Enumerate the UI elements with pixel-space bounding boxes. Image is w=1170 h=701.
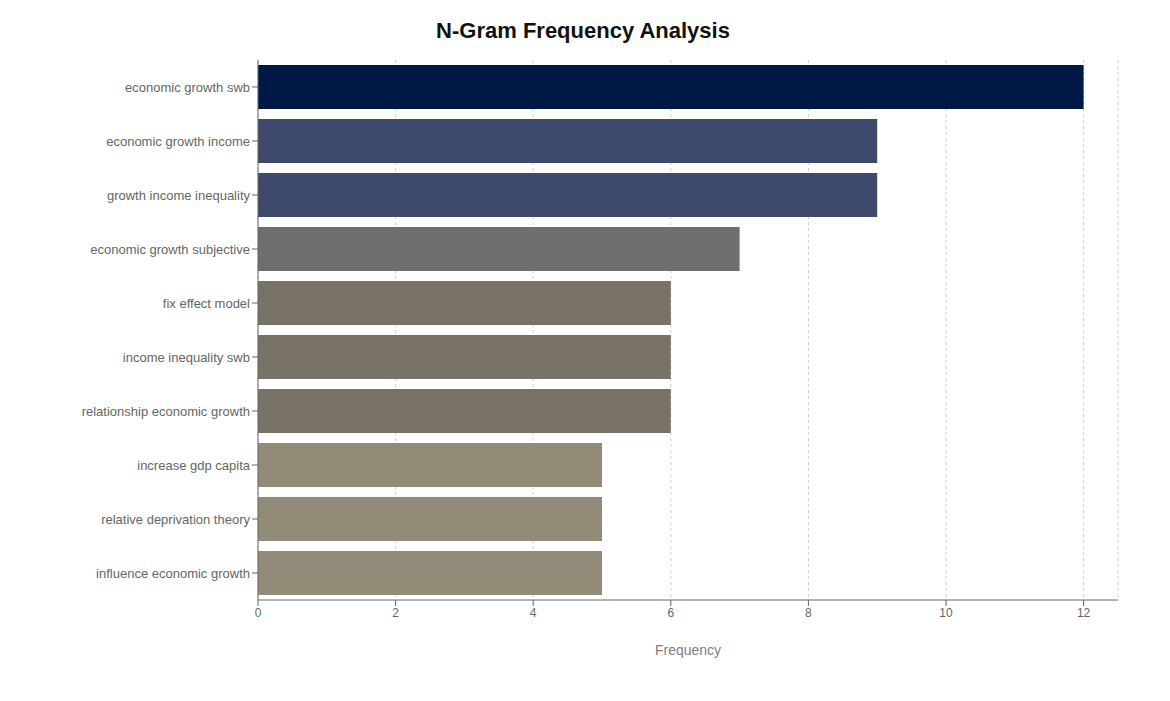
svg-text:economic growth subjective: economic growth subjective — [90, 242, 250, 257]
svg-text:relative deprivation theory: relative deprivation theory — [101, 512, 250, 527]
svg-text:growth income inequality: growth income inequality — [107, 188, 251, 203]
svg-text:influence economic growth: influence economic growth — [96, 566, 250, 581]
svg-text:income inequality swb: income inequality swb — [123, 350, 250, 365]
svg-text:2: 2 — [392, 606, 399, 620]
svg-text:relationship economic growth: relationship economic growth — [82, 404, 250, 419]
svg-text:economic growth swb: economic growth swb — [125, 80, 250, 95]
svg-text:fix effect model: fix effect model — [163, 296, 250, 311]
svg-text:Frequency: Frequency — [655, 642, 721, 658]
svg-text:4: 4 — [530, 606, 537, 620]
svg-text:increase gdp capita: increase gdp capita — [137, 458, 251, 473]
svg-text:0: 0 — [255, 606, 262, 620]
svg-text:12: 12 — [1077, 606, 1091, 620]
svg-text:8: 8 — [805, 606, 812, 620]
html-text:N-Gram Frequency Analysis: N-Gram Frequency Analysis — [436, 18, 730, 43]
svg-text:economic growth income: economic growth income — [106, 134, 250, 149]
svg-text:6: 6 — [667, 606, 674, 620]
svg-text:10: 10 — [939, 606, 953, 620]
